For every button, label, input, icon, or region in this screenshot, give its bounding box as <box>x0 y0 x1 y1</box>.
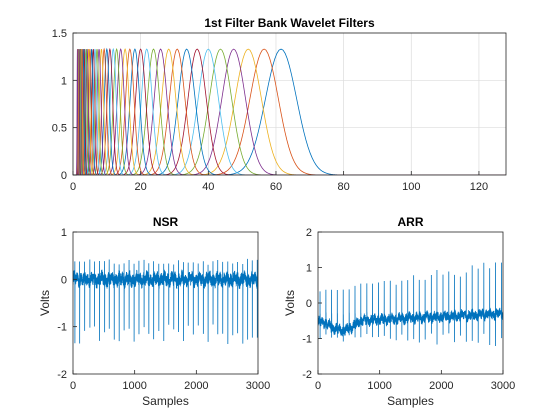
x-tick-label-3: 3000 <box>491 380 515 392</box>
filter-bank-axes: 0 20 40 60 80 100 120 0 0.5 1 1.5 1st Filter Bank … <box>52 16 507 193</box>
nsr-frame <box>72 231 259 375</box>
y-tick-label-3: 1.5 <box>52 28 67 40</box>
x-tick-label-2: 2000 <box>429 380 453 392</box>
y-tick-label-2: 0 <box>306 298 312 310</box>
x-tick-label-5: 100 <box>402 181 420 193</box>
x-tick-label-3: 3000 <box>246 380 270 392</box>
filter-bank-ticks: 0 20 40 60 80 100 120 0 0.5 1 1.5 <box>52 28 488 193</box>
x-tick-label-6: 120 <box>470 181 488 193</box>
x-tick-label-1: 1000 <box>367 380 391 392</box>
arr-ylabel: Volts <box>283 290 297 316</box>
filter-bank-frame <box>72 32 507 176</box>
nsr-ylabel: Volts <box>38 290 52 316</box>
y-tick-label-3: 1 <box>61 227 67 239</box>
filter-bank-title: 1st Filter Bank Wavelet Filters <box>204 16 375 30</box>
y-tick-label-1: 0.5 <box>52 123 67 135</box>
x-tick-label-3: 60 <box>270 181 282 193</box>
x-tick-label-2: 40 <box>202 181 214 193</box>
x-tick-label-1: 1000 <box>122 380 146 392</box>
filter-curve-0 <box>73 48 506 175</box>
signal-line <box>318 262 503 346</box>
x-tick-label-4: 80 <box>338 181 350 193</box>
signal-line <box>73 258 258 345</box>
nsr-xlabel: Samples <box>142 394 189 408</box>
filter-bank-curves <box>73 47 506 175</box>
nsr-axes: 0 1000 2000 3000 -2 -1 0 1 NSR Samples Volts <box>38 215 270 408</box>
y-tick-label-1: -1 <box>302 334 312 346</box>
nsr-signal <box>73 258 258 345</box>
arr-ticks: 0 1000 2000 3000 -2 -1 0 1 2 <box>302 227 515 392</box>
x-tick-label-0: 0 <box>315 380 321 392</box>
y-tick-label-3: 1 <box>306 263 312 275</box>
y-tick-label-0: 0 <box>61 170 67 182</box>
arr-axes: 0 1000 2000 3000 -2 -1 0 1 2 ARR Samples Volts <box>283 215 515 408</box>
x-tick-label-0: 0 <box>70 380 76 392</box>
arr-xlabel: Samples <box>387 394 434 408</box>
filter-curve-41 <box>73 49 506 175</box>
nsr-title: NSR <box>153 215 179 229</box>
y-tick-label-2: 0 <box>61 274 67 286</box>
y-tick-label-0: -2 <box>302 369 312 381</box>
x-tick-label-1: 20 <box>135 181 147 193</box>
filter-curve-14 <box>73 48 506 175</box>
y-tick-label-0: -2 <box>57 369 67 381</box>
nsr-ticks: 0 1000 2000 3000 -2 -1 0 1 <box>57 227 270 392</box>
y-tick-label-2: 1 <box>61 75 67 87</box>
x-tick-label-2: 2000 <box>184 380 208 392</box>
x-tick-label-0: 0 <box>70 181 76 193</box>
filter-curve-45 <box>73 49 506 175</box>
y-tick-label-1: -1 <box>57 322 67 334</box>
arr-title: ARR <box>398 215 424 229</box>
arr-signal <box>318 262 503 346</box>
y-tick-label-4: 2 <box>306 227 312 239</box>
